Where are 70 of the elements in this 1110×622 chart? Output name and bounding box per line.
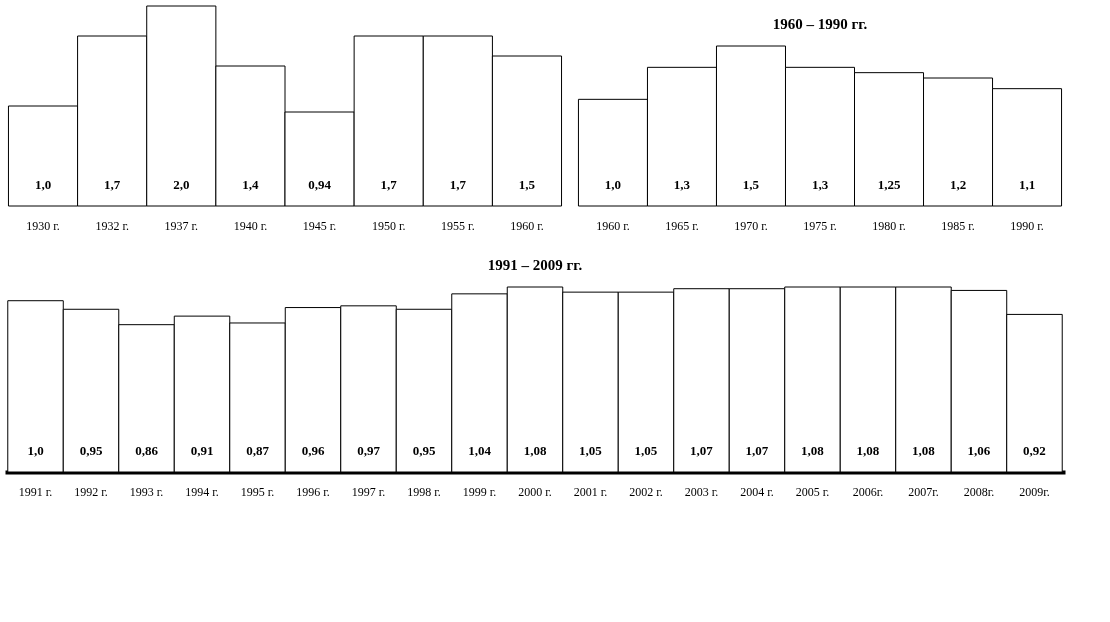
x-tick-label: 1945 г. (302, 218, 337, 233)
x-tick-label: 1970 г. (734, 218, 768, 233)
x-tick-label: 1937 г. (164, 218, 199, 233)
data-label: 1,5 (742, 177, 760, 192)
data-label: 2,0 (173, 177, 190, 192)
data-label: 1,0 (604, 177, 622, 192)
data-label: 1,4 (242, 177, 260, 192)
data-label: 1,07 (690, 443, 714, 458)
x-tick-label: 1994 г. (185, 484, 219, 499)
data-label: 1,2 (949, 177, 967, 192)
data-label: 1,08 (912, 443, 936, 458)
x-tick-label: 1991 г. (18, 484, 53, 499)
x-tick-label: 2000 г. (518, 484, 552, 499)
x-tick-label: 1990 г. (1010, 218, 1044, 233)
x-tick-label: 1995 г. (240, 484, 275, 499)
x-tick-label: 1965 г. (665, 218, 699, 233)
data-label: 1,08 (856, 443, 880, 458)
data-label: 1,25 (877, 177, 901, 192)
data-label: 0,96 (301, 443, 325, 458)
chart-title: 1960 – 1990 гг. (772, 15, 868, 32)
x-tick-label: 1999 г. (462, 484, 497, 499)
x-tick-label: 1993 г. (129, 484, 164, 499)
x-tick-label: 2009г. (1019, 484, 1050, 499)
x-tick-label: 1950 г. (371, 218, 406, 233)
x-tick-label: 1960 г. (596, 218, 630, 233)
chart-title: 1991 – 2009 гг. (487, 256, 583, 273)
data-label: 1,3 (811, 177, 829, 192)
x-tick-label: 1998 г. (407, 484, 441, 499)
x-tick-label: 1955 г. (441, 218, 475, 233)
data-label: 1,07 (745, 443, 769, 458)
x-tick-label: 1960 г. (510, 218, 544, 233)
data-label: 1,04 (468, 443, 492, 458)
x-tick-label: 1992 г. (74, 484, 108, 499)
data-label: 1,7 (449, 177, 467, 192)
x-tick-label: 2007г. (908, 484, 939, 499)
x-tick-label: 1930 г. (26, 218, 60, 233)
x-tick-label: 1985 г. (941, 218, 975, 233)
data-label: 1,08 (801, 443, 825, 458)
data-label: 0,92 (1023, 443, 1046, 458)
data-label: 0,94 (308, 177, 332, 192)
data-label: 1,08 (523, 443, 547, 458)
x-tick-label: 2002 г. (629, 484, 663, 499)
data-label: 1,5 (518, 177, 536, 192)
x-tick-label: 1997 г. (351, 484, 386, 499)
data-label: 0,86 (135, 443, 159, 458)
data-label: 1,0 (27, 443, 44, 458)
x-tick-label: 2001 г. (573, 484, 608, 499)
x-tick-label: 1975 г. (803, 218, 837, 233)
data-label: 0,87 (246, 443, 270, 458)
data-label: 1,7 (104, 177, 121, 192)
x-tick-label: 1932 г. (95, 218, 129, 233)
x-tick-label: 2006г. (852, 484, 884, 499)
data-label: 0,95 (79, 443, 103, 458)
data-label: 0,95 (412, 443, 436, 458)
x-tick-label: 2005 г. (795, 484, 830, 499)
x-tick-label: 2008г. (963, 484, 995, 499)
x-tick-label: 1980 г. (872, 218, 906, 233)
data-label: 1,05 (634, 443, 658, 458)
data-label: 1,1 (1018, 177, 1036, 192)
data-label: 1,7 (380, 177, 398, 192)
x-tick-label: 1996 г. (296, 484, 330, 499)
data-label: 1,0 (34, 177, 52, 192)
data-label: 1,3 (673, 177, 691, 192)
x-tick-label: 2003 г. (684, 484, 719, 499)
x-tick-label: 2004 г. (740, 484, 774, 499)
data-label: 1,06 (967, 443, 991, 458)
data-label: 0,97 (357, 443, 381, 458)
data-label: 1,05 (579, 443, 603, 458)
x-tick-label: 1940 г. (233, 218, 268, 233)
data-label: 0,91 (190, 443, 214, 458)
